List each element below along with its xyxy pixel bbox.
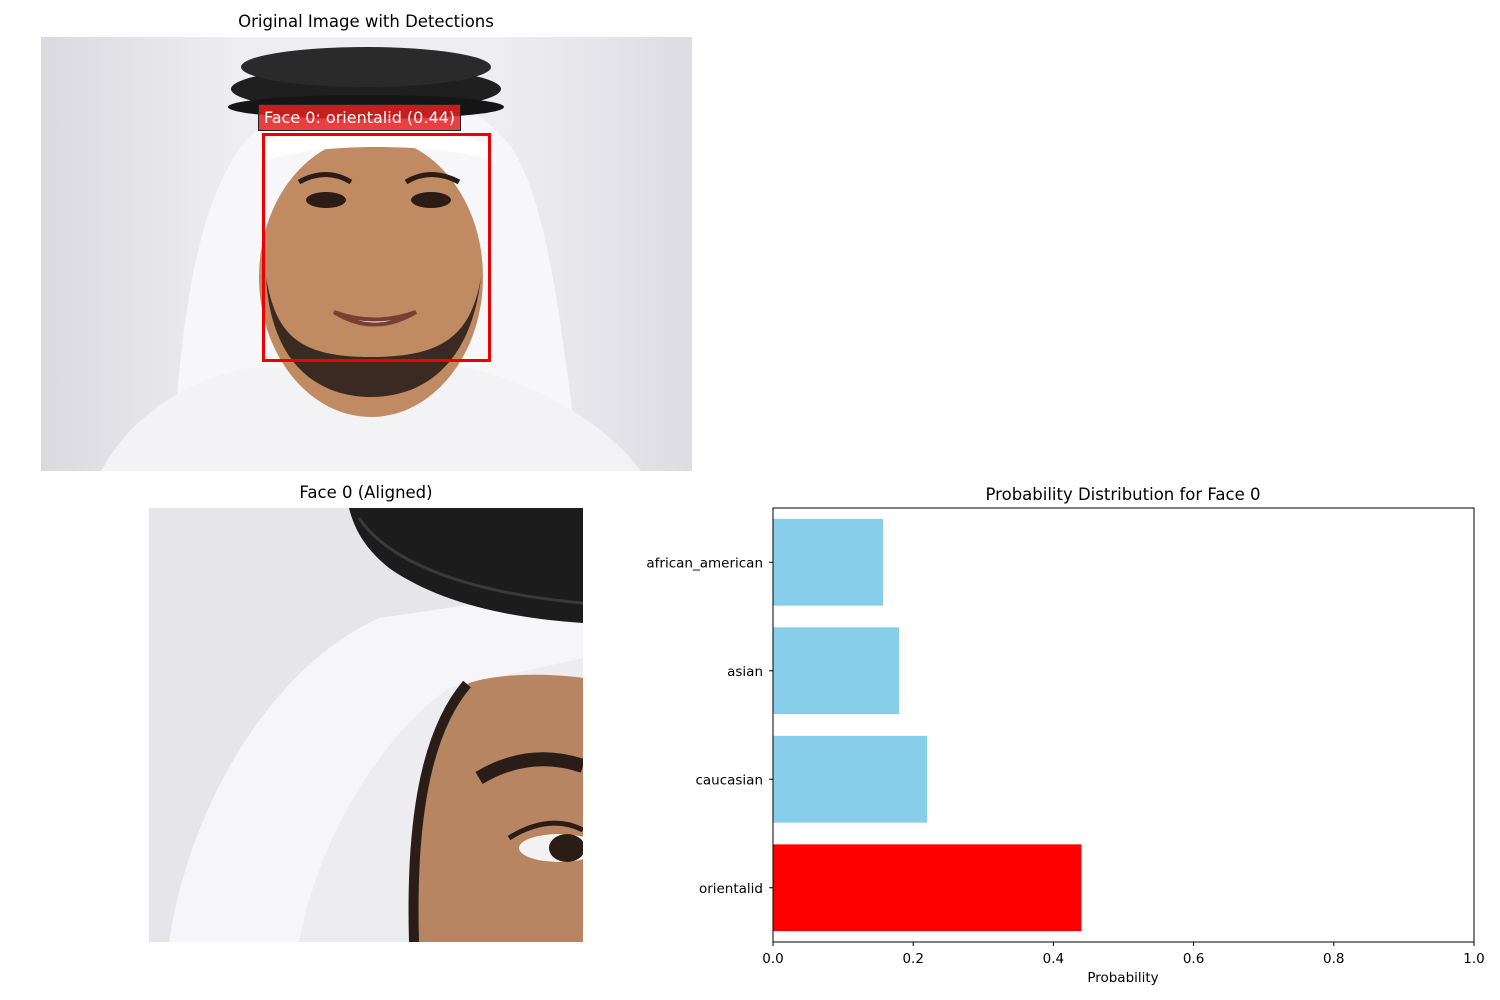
original-image: Face 0: orientalid (0.44) [41,37,692,471]
y-tick-label: african_american [646,555,763,571]
bar-asian [773,627,900,715]
aligned-face-photo [169,508,583,942]
detection-label: Face 0: orientalid (0.44) [258,104,462,131]
detection-label-text: Face 0: orientalid (0.44) [264,108,456,127]
bars-group [773,518,1082,932]
chart-title: Probability Distribution for Face 0 [986,485,1261,504]
y-tick-label: asian [727,664,763,680]
y-tick-label: caucasian [695,772,763,788]
bar-caucasian [773,735,928,823]
x-axis-label: Probability [1087,970,1158,986]
original-image-title: Original Image with Detections [238,12,494,31]
plot-frame [772,507,1475,943]
bar-orientalid [773,844,1082,932]
x-tick-label: 1.0 [1463,951,1484,967]
aligned-face-image [149,508,583,942]
aligned-face-title: Face 0 (Aligned) [299,483,433,502]
y-axis: orientalid caucasian asian african_american [646,555,773,897]
x-tick-label: 0.8 [1323,951,1344,967]
x-tick-label: 0.2 [902,951,923,967]
x-axis: 0.0 0.2 0.4 0.6 0.8 1.0 [762,942,1485,967]
y-tick-label: orientalid [699,881,763,897]
x-tick-label: 0.6 [1183,951,1204,967]
x-tick-label: 0.0 [762,951,783,967]
detection-box [262,133,491,362]
x-tick-label: 0.4 [1043,951,1064,967]
bar-african_american [773,518,884,606]
